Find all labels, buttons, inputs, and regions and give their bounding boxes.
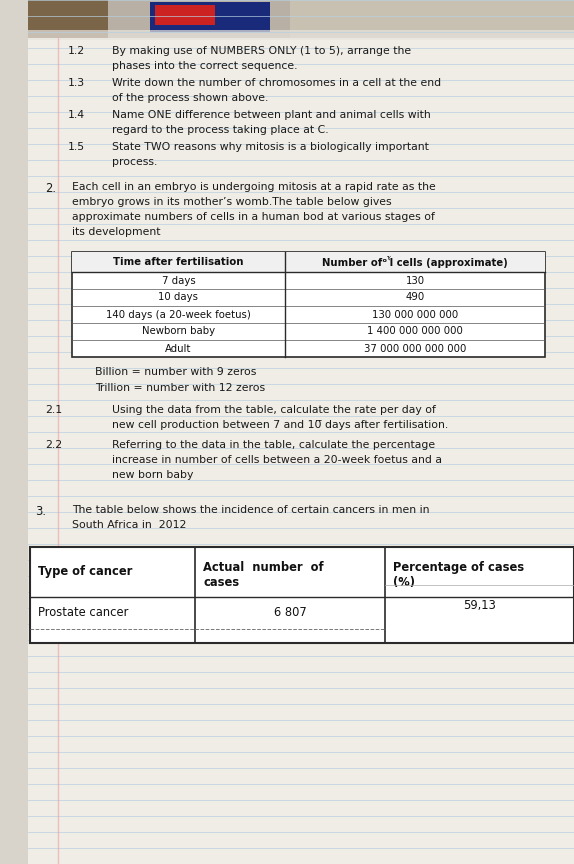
Text: Billion = number with 9 zeros: Billion = number with 9 zeros [95,367,257,377]
Text: increase in number of cells between a 20-week foetus and a: increase in number of cells between a 20… [112,455,442,465]
Bar [30,547,574,643]
Text: Number ofᵒἿ cells (approximate): Number ofᵒἿ cells (approximate) [322,256,508,268]
Bar [155,5,215,25]
Text: The table below shows the incidence of certain cancers in men in: The table below shows the incidence of c… [72,505,429,515]
Text: Write down the number of chromosomes in a cell at the end: Write down the number of chromosomes in … [112,78,441,88]
Text: 1.5: 1.5 [68,142,85,152]
Text: new cell production between 7 and 10̅ days after fertilisation.: new cell production between 7 and 10̅ da… [112,420,448,430]
Text: Newborn baby: Newborn baby [142,327,215,336]
Text: Actual  number  of: Actual number of [203,561,324,574]
Text: 2.1: 2.1 [45,405,62,415]
Text: embryo grows in its mother’s womb.The table below gives: embryo grows in its mother’s womb.The ta… [72,197,391,207]
Text: Type of cancer: Type of cancer [38,566,133,579]
Bar [72,252,545,272]
Text: Percentage of cases: Percentage of cases [393,561,524,574]
Text: of the process shown above.: of the process shown above. [112,93,269,103]
Text: Referring to the data in the table, calculate the percentage: Referring to the data in the table, calc… [112,440,435,450]
Text: Adult: Adult [165,344,192,353]
Text: 1.4: 1.4 [68,110,85,120]
Text: 37 000 000 000 000: 37 000 000 000 000 [364,344,466,353]
Bar [290,0,574,38]
Text: new born baby: new born baby [112,470,193,480]
Text: Prostate cancer: Prostate cancer [38,607,129,619]
Bar [150,2,270,32]
Text: phases into the correct sequence.: phases into the correct sequence. [112,61,297,71]
Text: 2.2: 2.2 [45,440,62,450]
Text: By making use of NUMBERS ONLY (1 to 5), arrange the: By making use of NUMBERS ONLY (1 to 5), … [112,46,411,56]
Text: 3.: 3. [35,505,46,518]
Text: regard to the process taking place at C.: regard to the process taking place at C. [112,125,329,135]
Text: Using the data from the table, calculate the rate per day of: Using the data from the table, calculate… [112,405,436,415]
Bar [28,0,108,38]
Text: South Africa in  2012: South Africa in 2012 [72,520,187,530]
Text: 130 000 000 000: 130 000 000 000 [372,309,458,320]
Text: Time after fertilisation: Time after fertilisation [113,257,244,267]
Text: State TWO reasons why mitosis is a biologically important: State TWO reasons why mitosis is a biolo… [112,142,429,152]
Text: 2.: 2. [45,182,56,195]
Text: Each cell in an embryo is undergoing mitosis at a rapid rate as the: Each cell in an embryo is undergoing mit… [72,182,436,192]
Text: 10 days: 10 days [158,293,199,302]
Text: Trillion = number with 12 zeros: Trillion = number with 12 zeros [95,383,265,393]
Text: 490: 490 [405,293,425,302]
Text: 7 days: 7 days [162,276,195,285]
Text: 59,13: 59,13 [463,599,496,612]
Bar [28,30,574,40]
Text: 1.3: 1.3 [68,78,85,88]
Bar [28,0,574,38]
Text: approximate numbers of cells in a human bod at various stages of: approximate numbers of cells in a human … [72,212,435,222]
Text: (%): (%) [393,576,415,589]
Text: process.: process. [112,157,157,167]
Text: 130: 130 [405,276,425,285]
Text: Name ONE difference between plant and animal cells with: Name ONE difference between plant and an… [112,110,430,120]
Bar [72,252,545,357]
Text: 140 days (a 20-week foetus): 140 days (a 20-week foetus) [106,309,251,320]
Text: cases: cases [203,576,239,589]
Text: 1 400 000 000 000: 1 400 000 000 000 [367,327,463,336]
Text: 1.2: 1.2 [68,46,85,56]
Text: its development: its development [72,227,161,237]
Text: 6 807: 6 807 [274,607,307,619]
